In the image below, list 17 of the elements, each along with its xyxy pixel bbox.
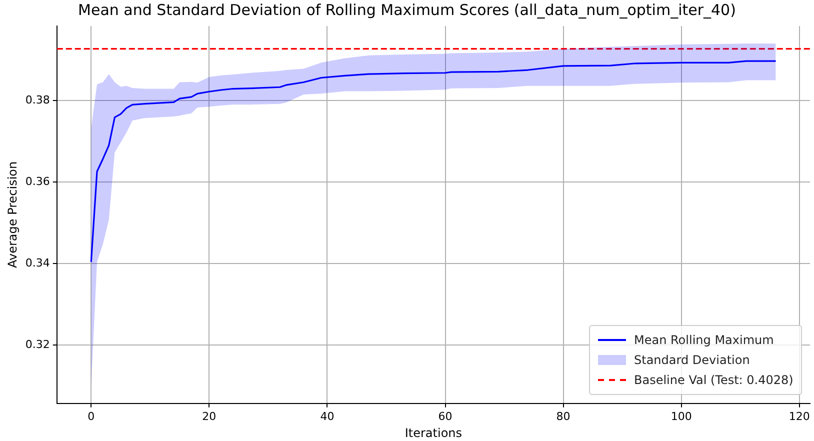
x-tick-label: 80 bbox=[556, 410, 570, 423]
annotation: Standard Deviation bbox=[634, 353, 750, 368]
y-tick-label: 0.32 bbox=[25, 338, 50, 351]
x-tick-label: 120 bbox=[788, 410, 810, 423]
y-axis-title: Average Precision bbox=[5, 161, 20, 268]
x-tick-label: 60 bbox=[438, 410, 452, 423]
x-tick-label: 0 bbox=[88, 410, 95, 423]
y-tick-label: 0.34 bbox=[25, 256, 50, 270]
x-axis-title: Iterations bbox=[404, 426, 462, 440]
y-tick-label: 0.36 bbox=[25, 174, 50, 188]
legend-label: Mean Rolling Maximum bbox=[634, 333, 774, 348]
chart-title: Mean and Standard Deviation of Rolling Maximum Scores (all_data_num_optim_iter_40) bbox=[78, 0, 736, 19]
annotation: Baseline Val (Test: 0.4028) bbox=[634, 373, 794, 388]
x-tick-label: 40 bbox=[320, 410, 334, 423]
x-tick-label: 20 bbox=[202, 410, 216, 423]
x-tick-label: 100 bbox=[670, 410, 692, 423]
y-tick-label: 0.38 bbox=[25, 93, 50, 106]
